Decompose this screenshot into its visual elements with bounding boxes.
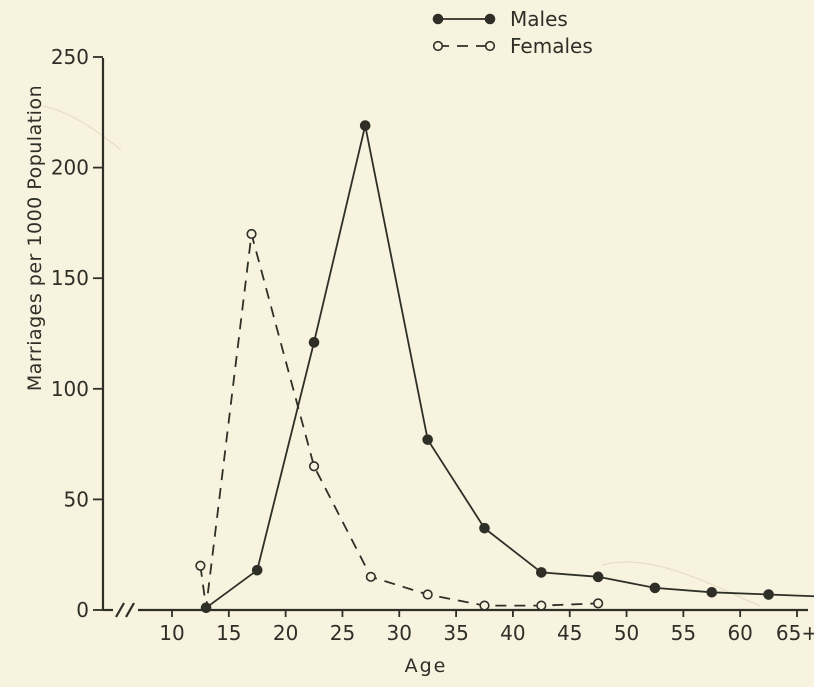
males-point [649, 582, 661, 594]
males-point [706, 587, 718, 598]
females-point [365, 571, 376, 582]
axis-labels: Marriages per 1000 Population Age [24, 85, 448, 677]
males-point [200, 602, 212, 614]
legend-females-marker-end [484, 40, 496, 52]
females-point [308, 461, 320, 472]
x-tick-label: 30 [387, 621, 412, 645]
females-point [246, 228, 257, 240]
legend-females-label: Females [510, 34, 593, 58]
x-tick-label: 55 [671, 621, 696, 645]
x-tick-label: 60 [727, 621, 752, 645]
males-line [205, 125, 814, 609]
legend-males-marker-end [484, 13, 496, 25]
x-tick-label: 35 [443, 621, 468, 645]
y-axis-label: Marriages per 1000 Population [24, 85, 46, 391]
x-axis-break-mark [115, 602, 135, 618]
y-tick-label: 0 [76, 598, 89, 622]
x-tick-label: 45 [557, 621, 582, 645]
males-point [592, 571, 604, 583]
legend-males-marker-start [432, 13, 444, 25]
males-point [359, 120, 371, 131]
y-tick-label: 100 [51, 377, 89, 401]
males-point [251, 564, 263, 576]
females-line [199, 233, 599, 608]
males-point [422, 434, 433, 445]
y-tick-label: 250 [51, 45, 89, 69]
x-tick-label: 15 [216, 621, 241, 645]
x-tick-label: 20 [273, 621, 298, 645]
y-tick-label: 200 [51, 156, 89, 180]
females-point [422, 589, 433, 600]
females-point [479, 600, 490, 611]
x-tick-label: 65+ [776, 621, 814, 645]
females-series [195, 228, 604, 613]
x-tick-label: 50 [614, 621, 639, 645]
males-point [763, 589, 774, 600]
paper-mark [601, 561, 761, 607]
y-tick-label: 50 [64, 487, 89, 511]
legend-females-marker-start [432, 40, 444, 52]
males-series [200, 120, 814, 614]
females-point [536, 600, 547, 611]
legend: Males Females [432, 7, 593, 58]
males-point [479, 522, 490, 534]
legend-males-label: Males [510, 7, 568, 31]
x-tick-label: 25 [330, 621, 355, 645]
males-point [308, 337, 320, 348]
males-point [536, 567, 547, 578]
x-tick-label: 10 [159, 621, 184, 645]
x-axis-label: Age [405, 655, 448, 677]
x-tick-label: 40 [500, 621, 525, 645]
y-tick-label: 150 [51, 266, 89, 290]
paper-mark [42, 105, 122, 151]
axes: 0 50 100 150 200 250 10 15 20 25 30 35 40 45 50 55 60 65+ [51, 45, 814, 645]
females-point [195, 560, 206, 571]
females-point [593, 598, 604, 609]
